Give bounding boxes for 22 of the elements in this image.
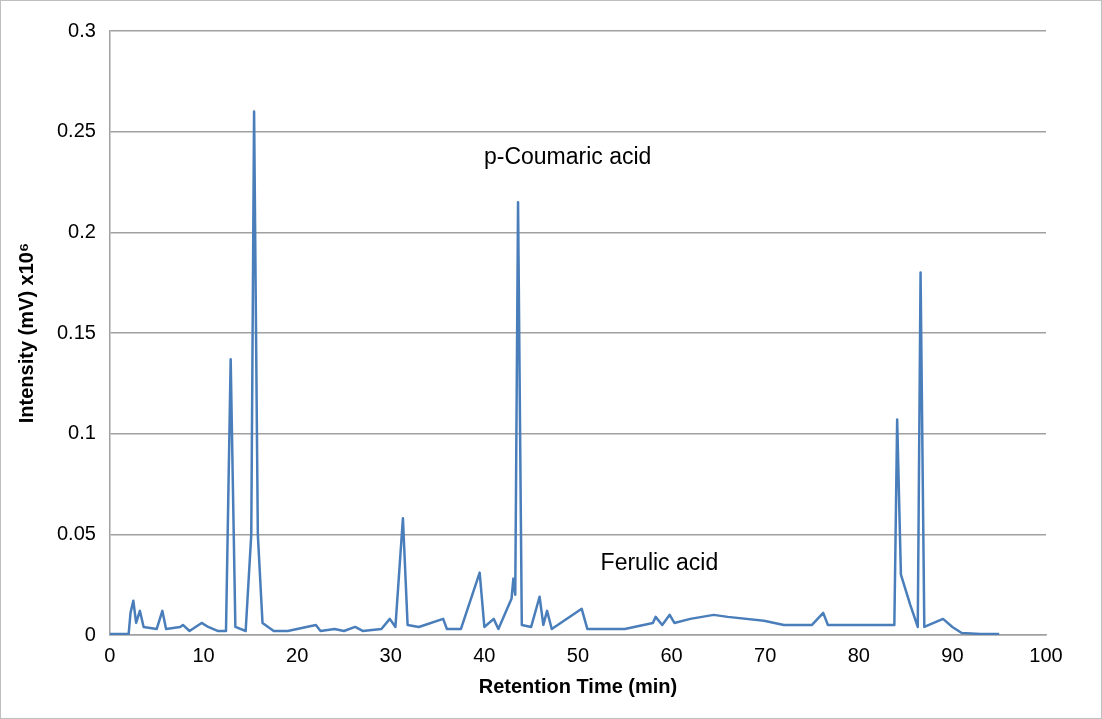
- x-tick-label: 10: [192, 643, 215, 666]
- x-tick-label: 0: [104, 643, 116, 666]
- y-tick-label: 0.3: [68, 18, 96, 41]
- y-tick-label: 0.25: [56, 119, 96, 142]
- x-tick-label: 90: [941, 643, 964, 666]
- x-tick-label: 40: [473, 643, 496, 666]
- annotation: p-Coumaric acid: [483, 143, 652, 170]
- y-tick-label: 0: [84, 622, 96, 645]
- y-tick-label: 0.15: [56, 320, 96, 343]
- y-tick-label: 0.1: [68, 421, 96, 444]
- y-tick-label: 0.05: [56, 521, 96, 544]
- x-axis-title: Retention Time (min): [478, 674, 678, 697]
- y-tick-label: 0.2: [68, 219, 96, 242]
- y-axis-title: Intensity (mV) x10⁶: [14, 242, 37, 424]
- x-tick-label: 50: [566, 643, 590, 666]
- annotation: Ferulic acid: [600, 549, 719, 576]
- x-tick-label: 80: [847, 643, 870, 666]
- x-tick-label: 60: [660, 643, 683, 666]
- x-tick-label: 70: [754, 643, 777, 666]
- x-tick-label: 100: [1029, 643, 1063, 666]
- x-tick-label: 20: [286, 643, 309, 666]
- x-tick-label: 30: [379, 643, 402, 666]
